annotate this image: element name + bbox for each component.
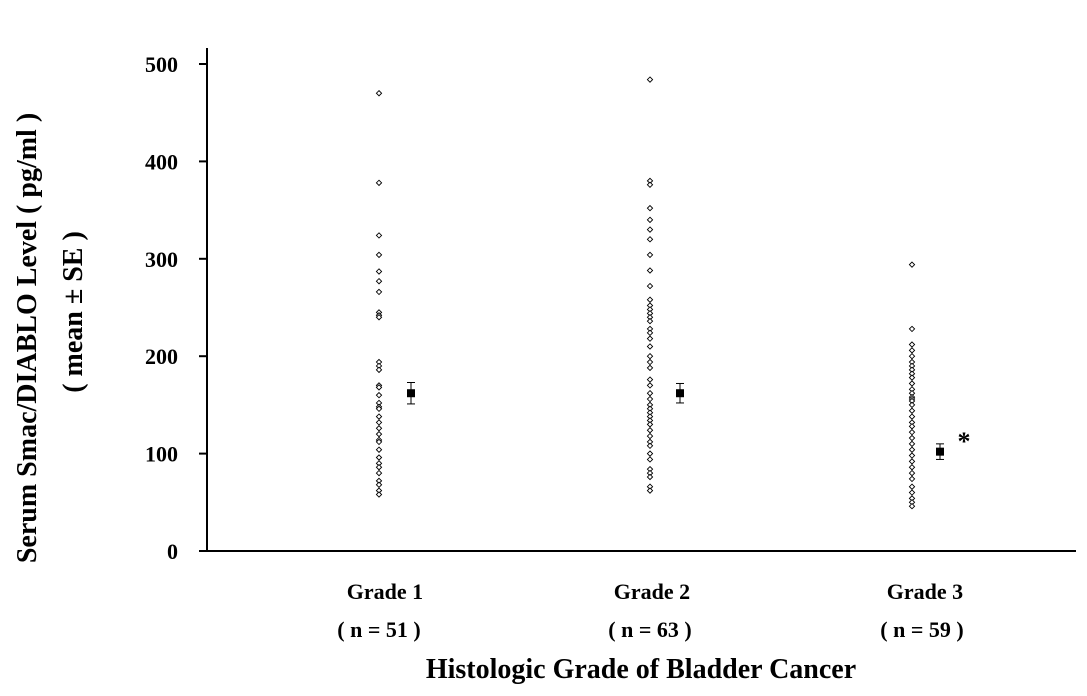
x-axis-title: Histologic Grade of Bladder Cancer (426, 654, 856, 685)
data-point (375, 405, 383, 413)
data-point (646, 216, 654, 224)
category-label-2: Grade 2 (614, 579, 690, 604)
data-point (375, 179, 383, 187)
data-point (646, 358, 654, 366)
data-point (375, 469, 383, 477)
data-point (908, 489, 916, 496)
data-point (646, 395, 654, 403)
y-axis-title-line2: ( mean ± SE ) (58, 231, 89, 393)
data-point (646, 181, 654, 189)
mean-marker (407, 389, 415, 398)
data-point (908, 380, 916, 387)
data-point (908, 475, 916, 483)
y-tick-label: 0 (167, 539, 178, 564)
data-point (646, 343, 654, 350)
category-n-label-1: ( n = 51 ) (337, 617, 420, 642)
y-tick-label: 400 (145, 149, 178, 174)
data-point (908, 374, 916, 381)
data-point (646, 317, 654, 325)
mean-marker (676, 389, 684, 398)
data-point (375, 454, 383, 461)
data-point (646, 442, 654, 450)
data-point (375, 463, 383, 471)
y-tick-label: 300 (145, 247, 178, 272)
data-point (375, 425, 383, 432)
data-point (908, 440, 916, 448)
data-point (375, 251, 383, 259)
data-point (375, 288, 383, 296)
data-point (375, 481, 383, 489)
data-point (646, 421, 654, 428)
data-point (646, 376, 654, 383)
data-point (646, 329, 654, 337)
data-point (908, 423, 916, 430)
category-label-3: Grade 3 (887, 579, 963, 604)
data-point (908, 452, 916, 459)
data-point (908, 502, 916, 510)
data-point (375, 430, 383, 438)
data-point (646, 426, 654, 434)
data-point (375, 89, 383, 97)
data-point (375, 268, 383, 275)
data-point (646, 473, 654, 481)
means-layer (407, 381, 944, 460)
category-n-label-3: ( n = 59 ) (880, 617, 963, 642)
data-point (646, 487, 654, 494)
data-point (375, 314, 383, 321)
data-point (908, 413, 916, 420)
data-point (908, 463, 916, 471)
data-point (646, 296, 654, 303)
data-point (908, 469, 916, 477)
category-label-1: Grade 1 (347, 579, 423, 604)
data-point (646, 76, 654, 83)
y-tick-label: 100 (145, 442, 178, 467)
data-point (646, 226, 654, 233)
y-ticks-layer: 0 100 200 300 400 500 (145, 52, 207, 564)
data-point (646, 335, 654, 342)
data-point (908, 352, 916, 360)
data-point (908, 483, 916, 490)
points-layer (375, 76, 916, 510)
data-point (646, 382, 654, 389)
data-point (908, 446, 916, 453)
data-point (375, 232, 383, 239)
data-point (375, 419, 383, 426)
data-point (375, 391, 383, 399)
data-point (908, 428, 916, 436)
data-point (646, 432, 654, 440)
data-point (646, 267, 654, 274)
data-point (375, 366, 383, 374)
data-point (646, 236, 654, 243)
category-n-label-2: ( n = 63 ) (608, 617, 691, 642)
data-point (908, 325, 916, 333)
data-point (646, 450, 654, 457)
data-point (646, 352, 654, 360)
data-point (375, 277, 383, 285)
data-point (646, 364, 654, 372)
data-point (375, 446, 383, 453)
data-point (908, 434, 916, 442)
y-tick-label: 500 (145, 52, 178, 77)
data-point (375, 384, 383, 391)
data-point (908, 458, 916, 465)
data-point (646, 389, 654, 397)
data-point (375, 413, 383, 420)
data-point (375, 491, 383, 498)
data-point (908, 347, 916, 354)
data-point (646, 456, 654, 463)
data-point (908, 341, 916, 348)
data-point (908, 401, 916, 409)
y-tick-label: 200 (145, 344, 178, 369)
data-point (646, 251, 654, 259)
data-point (908, 261, 916, 268)
mean-marker (936, 447, 944, 456)
data-point (375, 438, 383, 446)
annotation-asterisk: * (958, 427, 971, 456)
data-point (646, 282, 654, 290)
data-point (646, 204, 654, 212)
y-axis-title: Serum Smac/DIABLO Level ( pg/ml ) (12, 113, 43, 563)
data-point (908, 407, 916, 414)
